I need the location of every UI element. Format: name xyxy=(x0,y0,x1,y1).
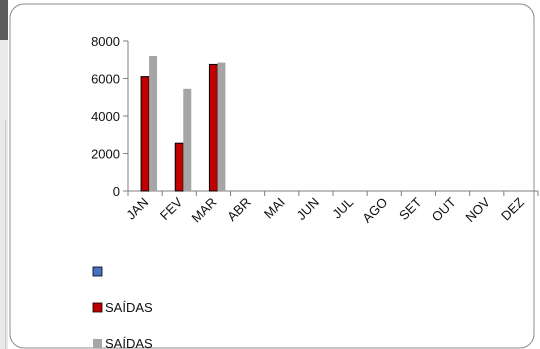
legend-swatch xyxy=(92,266,103,277)
y-tick-label: 4000 xyxy=(91,109,120,124)
legend-item xyxy=(92,266,103,277)
legend-swatch xyxy=(92,302,103,313)
bar-fev-series-3 xyxy=(183,88,192,191)
panel-tab xyxy=(0,0,8,40)
bar-mar-series-2 xyxy=(208,63,218,192)
legend-label: SAÍDAS xyxy=(105,300,153,315)
legend-item: SAÍDAS xyxy=(93,336,153,349)
legend-label: SAÍDAS xyxy=(105,336,153,349)
chart-area[interactable]: 0 2000 4000 6000 8000 JAN FEV MAR ABR MAI JUN JUL AG… xyxy=(9,0,540,349)
y-tick-label: 0 xyxy=(113,184,120,199)
panel-divider xyxy=(5,120,6,349)
bar-fev-series-2 xyxy=(174,142,184,192)
bar-mar-series-3 xyxy=(217,62,226,191)
y-tick-label: 6000 xyxy=(91,72,120,87)
legend-swatch xyxy=(93,339,102,348)
legend-item: SAÍDAS xyxy=(92,300,153,315)
chart-frame xyxy=(9,3,535,349)
left-panel xyxy=(0,0,8,349)
y-tick-label: 8000 xyxy=(91,34,120,49)
legend: SAÍDAS SAÍDAS xyxy=(92,266,153,349)
bar-jan-series-3 xyxy=(149,56,158,191)
y-tick-label: 2000 xyxy=(91,147,120,162)
bar-jan-series-2 xyxy=(140,76,150,192)
